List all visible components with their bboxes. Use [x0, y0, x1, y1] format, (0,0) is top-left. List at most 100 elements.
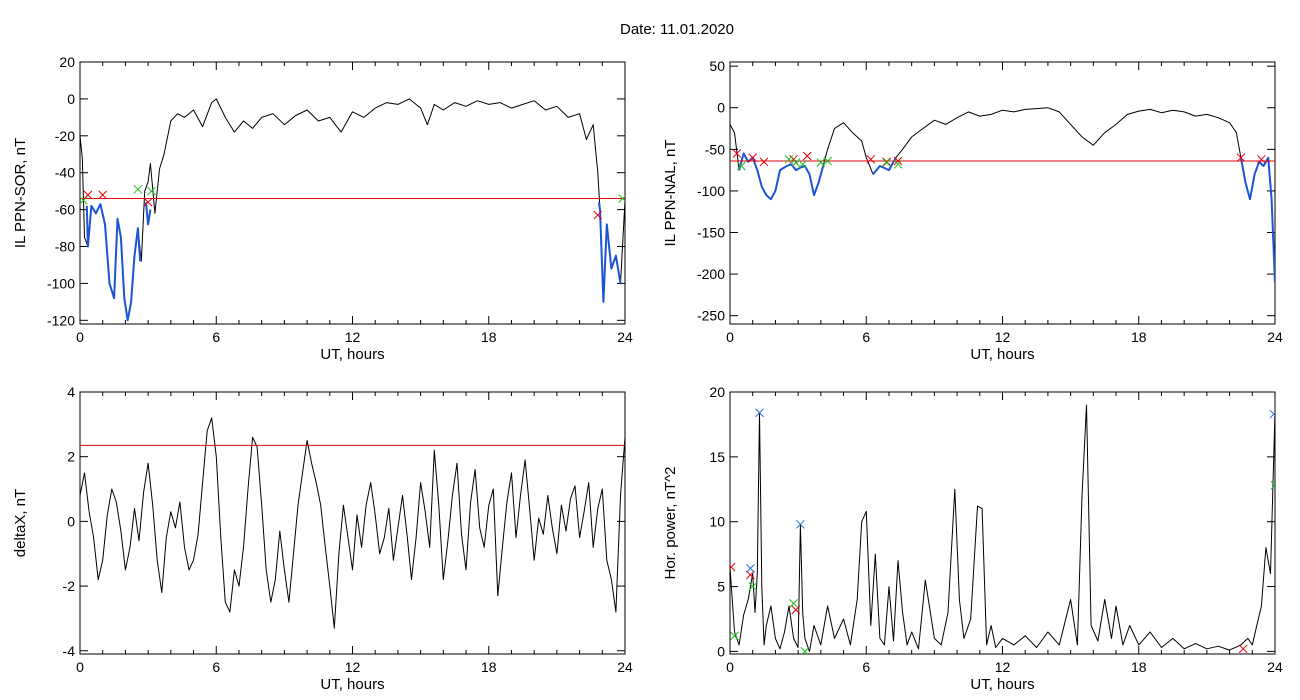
- y-tick-label: 20: [709, 384, 725, 400]
- plot-area: [80, 417, 625, 629]
- x-axis-label: UT, hours: [320, 676, 384, 693]
- marker-green-cross: [791, 158, 801, 167]
- marker-red-cross: [98, 190, 108, 200]
- marker-green-cross: [618, 194, 625, 203]
- y-tick-label: -150: [697, 225, 725, 241]
- marker-red-cross: [1238, 644, 1248, 654]
- x-tick-label: 18: [1131, 659, 1147, 675]
- y-tick-label: -50: [705, 141, 725, 157]
- highlight-segment: [597, 202, 622, 303]
- y-axis-label: IL PPN-NAL, nT: [662, 140, 679, 247]
- y-tick-label: -250: [697, 308, 725, 324]
- y-axis-label: IL PPN-SOR, nT: [12, 138, 29, 248]
- panel-hor-power: 0 6 12 18 24 20 15 10 5 0 UT, hours Hor. power, nT^…: [662, 384, 1283, 693]
- x-tick-label: 6: [862, 659, 870, 675]
- x-tick-label: 24: [1267, 329, 1283, 345]
- y-tick-label: -60: [55, 202, 75, 218]
- y-tick-label: 2: [67, 449, 75, 465]
- marker-green-cross: [789, 599, 798, 608]
- marker-blue-cross: [746, 564, 755, 573]
- y-tick-label: 15: [709, 449, 725, 465]
- marker-red-cross: [746, 570, 755, 580]
- marker-red-cross: [759, 157, 769, 167]
- x-axis-label: UT, hours: [320, 346, 384, 363]
- x-tick-label: 12: [345, 659, 361, 675]
- y-tick-label: 5: [717, 579, 725, 595]
- x-tick-label: 12: [995, 329, 1011, 345]
- x-tick-label: 0: [76, 659, 84, 675]
- marker-red-cross: [143, 197, 153, 207]
- marker-green-cross: [730, 631, 739, 641]
- marker-red-cross: [748, 153, 758, 163]
- plot-frame: [729, 391, 1276, 655]
- y-axis-label: Hor. power, nT^2: [662, 467, 679, 580]
- x-tick-label: 6: [212, 329, 220, 345]
- x-tick-label: 18: [481, 329, 497, 345]
- marker-green-cross: [133, 184, 143, 194]
- plot-area: [730, 404, 1275, 654]
- marker-green-cross: [800, 647, 810, 654]
- x-tick-label: 24: [617, 329, 633, 345]
- plot-area: [80, 98, 625, 322]
- marker-blue-cross: [796, 519, 805, 529]
- marker-green-cross: [893, 159, 903, 169]
- x-tick-label: 24: [1267, 659, 1283, 675]
- highlight-segment: [144, 202, 152, 226]
- marker-green-cross: [882, 158, 892, 167]
- x-tick-label: 12: [345, 329, 361, 345]
- panel-ppn-nal: 0 6 12 18 24 50 0 -50 -100 -150 -200 -250 UT, hours I…: [662, 58, 1283, 363]
- figure-title: Date: 11.01.2020: [620, 21, 734, 38]
- x-tick-label: 0: [726, 329, 734, 345]
- y-tick-label: -80: [55, 239, 75, 255]
- panel-ppn-sor: 0 6 12 18 24 20 0 -20 -40 -60 -80 -100 -120 UT, hours…: [12, 54, 633, 363]
- y-tick-label: -20: [55, 128, 75, 144]
- y-tick-label: 10: [709, 514, 725, 530]
- marker-red-cross: [882, 157, 892, 167]
- highlight-segment: [1239, 156, 1275, 283]
- signal-line: [80, 98, 625, 321]
- y-tick-label: -2: [63, 578, 76, 594]
- y-tick-label: 20: [59, 54, 75, 70]
- marker-red-cross: [1257, 154, 1266, 164]
- x-tick-label: 6: [862, 329, 870, 345]
- panel-deltax: 0 6 12 18 24 4 2 0 -2 -4 UT, hours deltaX, nT: [12, 384, 633, 693]
- y-axis-label: deltaX, nT: [12, 489, 29, 557]
- signal-line: [730, 404, 1275, 652]
- marker-red-cross: [791, 605, 801, 615]
- marker-green-cross: [784, 154, 794, 164]
- marker-green-cross: [748, 582, 758, 591]
- marker-green-cross: [737, 161, 746, 171]
- plot-frame: [729, 61, 1276, 325]
- highlight-segment: [738, 152, 825, 201]
- marker-red-cross: [802, 151, 812, 161]
- plot-area: [730, 107, 1275, 283]
- marker-red-cross: [866, 154, 876, 164]
- signal-line: [80, 417, 625, 629]
- x-tick-label: 0: [76, 329, 84, 345]
- highlight-segment: [872, 157, 897, 175]
- x-tick-label: 18: [1131, 329, 1147, 345]
- marker-red-cross: [893, 156, 903, 166]
- x-tick-label: 0: [726, 659, 734, 675]
- plot-frame: [79, 391, 626, 655]
- y-tick-label: -200: [697, 266, 725, 282]
- y-tick-label: 50: [709, 58, 725, 74]
- marker-red-cross: [732, 149, 742, 158]
- marker-red-cross: [1236, 153, 1246, 163]
- x-tick-label: 6: [212, 659, 220, 675]
- marker-blue-cross: [755, 408, 764, 418]
- y-tick-label: 0: [717, 643, 725, 659]
- marker-green-cross: [1270, 481, 1275, 490]
- signal-line: [730, 107, 1275, 283]
- x-tick-label: 18: [481, 659, 497, 675]
- marker-green-cross: [147, 186, 156, 196]
- y-tick-label: 0: [67, 513, 75, 529]
- marker-red-cross: [593, 210, 603, 220]
- marker-green-cross: [798, 159, 808, 169]
- x-tick-label: 12: [995, 659, 1011, 675]
- x-axis-label: UT, hours: [970, 676, 1034, 693]
- marker-green-cross: [823, 156, 832, 166]
- y-tick-label: 0: [717, 100, 725, 116]
- x-axis-label: UT, hours: [970, 346, 1034, 363]
- y-tick-label: 0: [67, 91, 75, 107]
